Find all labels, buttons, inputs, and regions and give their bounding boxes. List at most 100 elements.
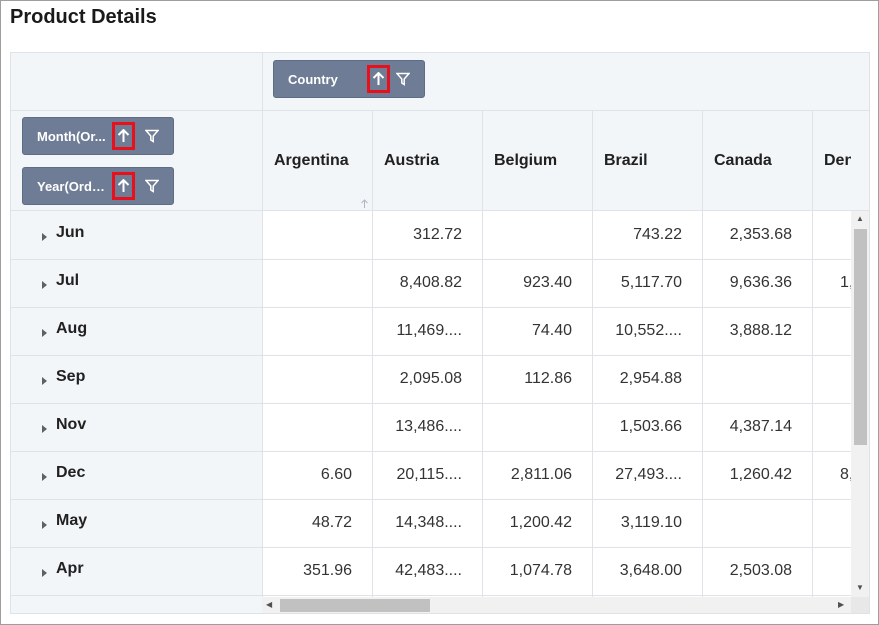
value-cell[interactable]: 3,648.00 xyxy=(592,547,702,595)
expand-caret-icon[interactable] xyxy=(41,325,48,343)
value-cell[interactable]: 3,888.12 xyxy=(702,307,812,355)
value-cell[interactable]: 351.96 xyxy=(262,547,372,595)
expand-caret-icon[interactable] xyxy=(41,229,48,247)
expand-caret-icon[interactable] xyxy=(41,517,48,535)
value-cell[interactable]: 312.72 xyxy=(372,211,482,259)
value-cell[interactable] xyxy=(812,307,851,355)
row-header-label: Aug xyxy=(56,320,88,337)
value-cell[interactable]: 2,095.08 xyxy=(372,355,482,403)
vertical-scroll-thumb[interactable] xyxy=(854,229,867,445)
sort-arrow-up-icon[interactable] xyxy=(112,122,135,150)
value-text: 1,200.42 xyxy=(509,514,572,531)
expand-caret-icon[interactable] xyxy=(41,373,48,391)
value-cell[interactable]: 8, xyxy=(812,451,851,499)
value-cell[interactable]: 2,811.06 xyxy=(482,451,592,499)
value-cell[interactable]: 74.40 xyxy=(482,307,592,355)
row-header-3[interactable]: Sep xyxy=(11,355,262,403)
sort-arrow-up-icon[interactable] xyxy=(112,172,135,200)
column-header-brazil[interactable]: Brazil xyxy=(592,111,702,211)
row-header-2[interactable]: Aug xyxy=(11,307,262,355)
column-header-belgium[interactable]: Belgium xyxy=(482,111,592,211)
filter-icon[interactable] xyxy=(144,129,160,146)
column-header-label: Canada xyxy=(714,152,772,169)
grid-line xyxy=(372,111,373,597)
value-cell[interactable] xyxy=(702,499,812,547)
value-cell[interactable] xyxy=(812,355,851,403)
scroll-left-arrow-icon[interactable]: ◀ xyxy=(266,600,273,609)
value-cell[interactable] xyxy=(812,499,851,547)
value-cell[interactable] xyxy=(812,547,851,595)
column-header-label: Den xyxy=(824,152,851,169)
row-header-7[interactable]: Apr xyxy=(11,547,262,595)
value-cell[interactable]: 4,387.14 xyxy=(702,403,812,451)
column-header-canada[interactable]: Canada xyxy=(702,111,812,211)
value-cell[interactable]: 2,503.08 xyxy=(702,547,812,595)
value-cell[interactable]: 3,119.10 xyxy=(592,499,702,547)
column-field-label: Country xyxy=(288,72,338,87)
row-header-4[interactable]: Nov xyxy=(11,403,262,451)
value-cell[interactable]: 1,260.42 xyxy=(702,451,812,499)
scroll-right-arrow-icon[interactable]: ▶ xyxy=(838,600,845,609)
value-cell[interactable]: 14,348.... xyxy=(372,499,482,547)
value-cell[interactable]: 6.60 xyxy=(262,451,372,499)
row-header-label: Sep xyxy=(56,368,86,385)
expand-caret-icon[interactable] xyxy=(41,469,48,487)
value-cell[interactable]: 743.22 xyxy=(592,211,702,259)
column-header-denmark[interactable]: Den xyxy=(812,111,851,211)
value-cell[interactable] xyxy=(262,403,372,451)
scroll-up-arrow-icon[interactable]: ▲ xyxy=(856,214,864,223)
value-cell[interactable]: 13,486.... xyxy=(372,403,482,451)
scroll-down-arrow-icon[interactable]: ▼ xyxy=(856,583,864,592)
column-header-label: Brazil xyxy=(604,152,648,169)
value-cell[interactable] xyxy=(812,211,851,259)
expand-caret-icon[interactable] xyxy=(41,565,48,583)
expand-caret-icon[interactable] xyxy=(41,277,48,295)
value-cell[interactable]: 27,493.... xyxy=(592,451,702,499)
value-cell[interactable]: 1, xyxy=(812,259,851,307)
value-cell[interactable]: 1,200.42 xyxy=(482,499,592,547)
column-field-button-country[interactable]: Country xyxy=(273,60,425,98)
value-cell[interactable]: 2,353.68 xyxy=(702,211,812,259)
value-cell[interactable]: 48.72 xyxy=(262,499,372,547)
value-cell[interactable]: 112.86 xyxy=(482,355,592,403)
vertical-scrollbar[interactable]: ▲ ▼ xyxy=(851,211,869,597)
row-header-5[interactable]: Dec xyxy=(11,451,262,499)
row-field-button-year[interactable]: Year(Orde... xyxy=(22,167,174,205)
expand-caret-icon[interactable] xyxy=(41,421,48,439)
value-cell[interactable] xyxy=(482,403,592,451)
value-cell[interactable]: 10,552.... xyxy=(592,307,702,355)
row-header-1[interactable]: Jul xyxy=(11,259,262,307)
row-header-6[interactable]: May xyxy=(11,499,262,547)
value-cell[interactable]: 11,469.... xyxy=(372,307,482,355)
value-cell[interactable]: 2,954.88 xyxy=(592,355,702,403)
value-cell[interactable]: 42,483.... xyxy=(372,547,482,595)
value-cell[interactable]: 923.40 xyxy=(482,259,592,307)
value-cell[interactable] xyxy=(262,211,372,259)
value-cell[interactable]: 20,115.... xyxy=(372,451,482,499)
horizontal-scrollbar[interactable]: ◀ ▶ xyxy=(262,597,851,613)
filter-icon[interactable] xyxy=(395,72,411,89)
value-cell[interactable] xyxy=(482,211,592,259)
value-cell[interactable] xyxy=(262,355,372,403)
value-cell[interactable] xyxy=(702,355,812,403)
value-cell[interactable] xyxy=(812,403,851,451)
column-header-argentina[interactable]: Argentina xyxy=(262,111,372,211)
value-cell[interactable]: 1,503.66 xyxy=(592,403,702,451)
value-cell[interactable]: 8,408.82 xyxy=(372,259,482,307)
sort-arrow-up-icon[interactable] xyxy=(367,65,390,93)
horizontal-scroll-thumb[interactable] xyxy=(280,599,430,612)
column-header-austria[interactable]: Austria xyxy=(372,111,482,211)
grid-line xyxy=(11,451,851,452)
row-field-button-month[interactable]: Month(Or... xyxy=(22,117,174,155)
value-cell[interactable] xyxy=(262,307,372,355)
value-text: 1,260.42 xyxy=(729,466,792,483)
value-text: 923.40 xyxy=(523,274,572,291)
value-cell[interactable]: 1,074.78 xyxy=(482,547,592,595)
value-text: 3,648.00 xyxy=(619,562,682,579)
value-cell[interactable] xyxy=(262,259,372,307)
value-cell[interactable]: 5,117.70 xyxy=(592,259,702,307)
row-header-0[interactable]: Jun xyxy=(11,211,262,259)
filter-icon[interactable] xyxy=(144,179,160,196)
value-cell[interactable]: 9,636.36 xyxy=(702,259,812,307)
sort-hint-arrow-icon xyxy=(360,155,369,255)
